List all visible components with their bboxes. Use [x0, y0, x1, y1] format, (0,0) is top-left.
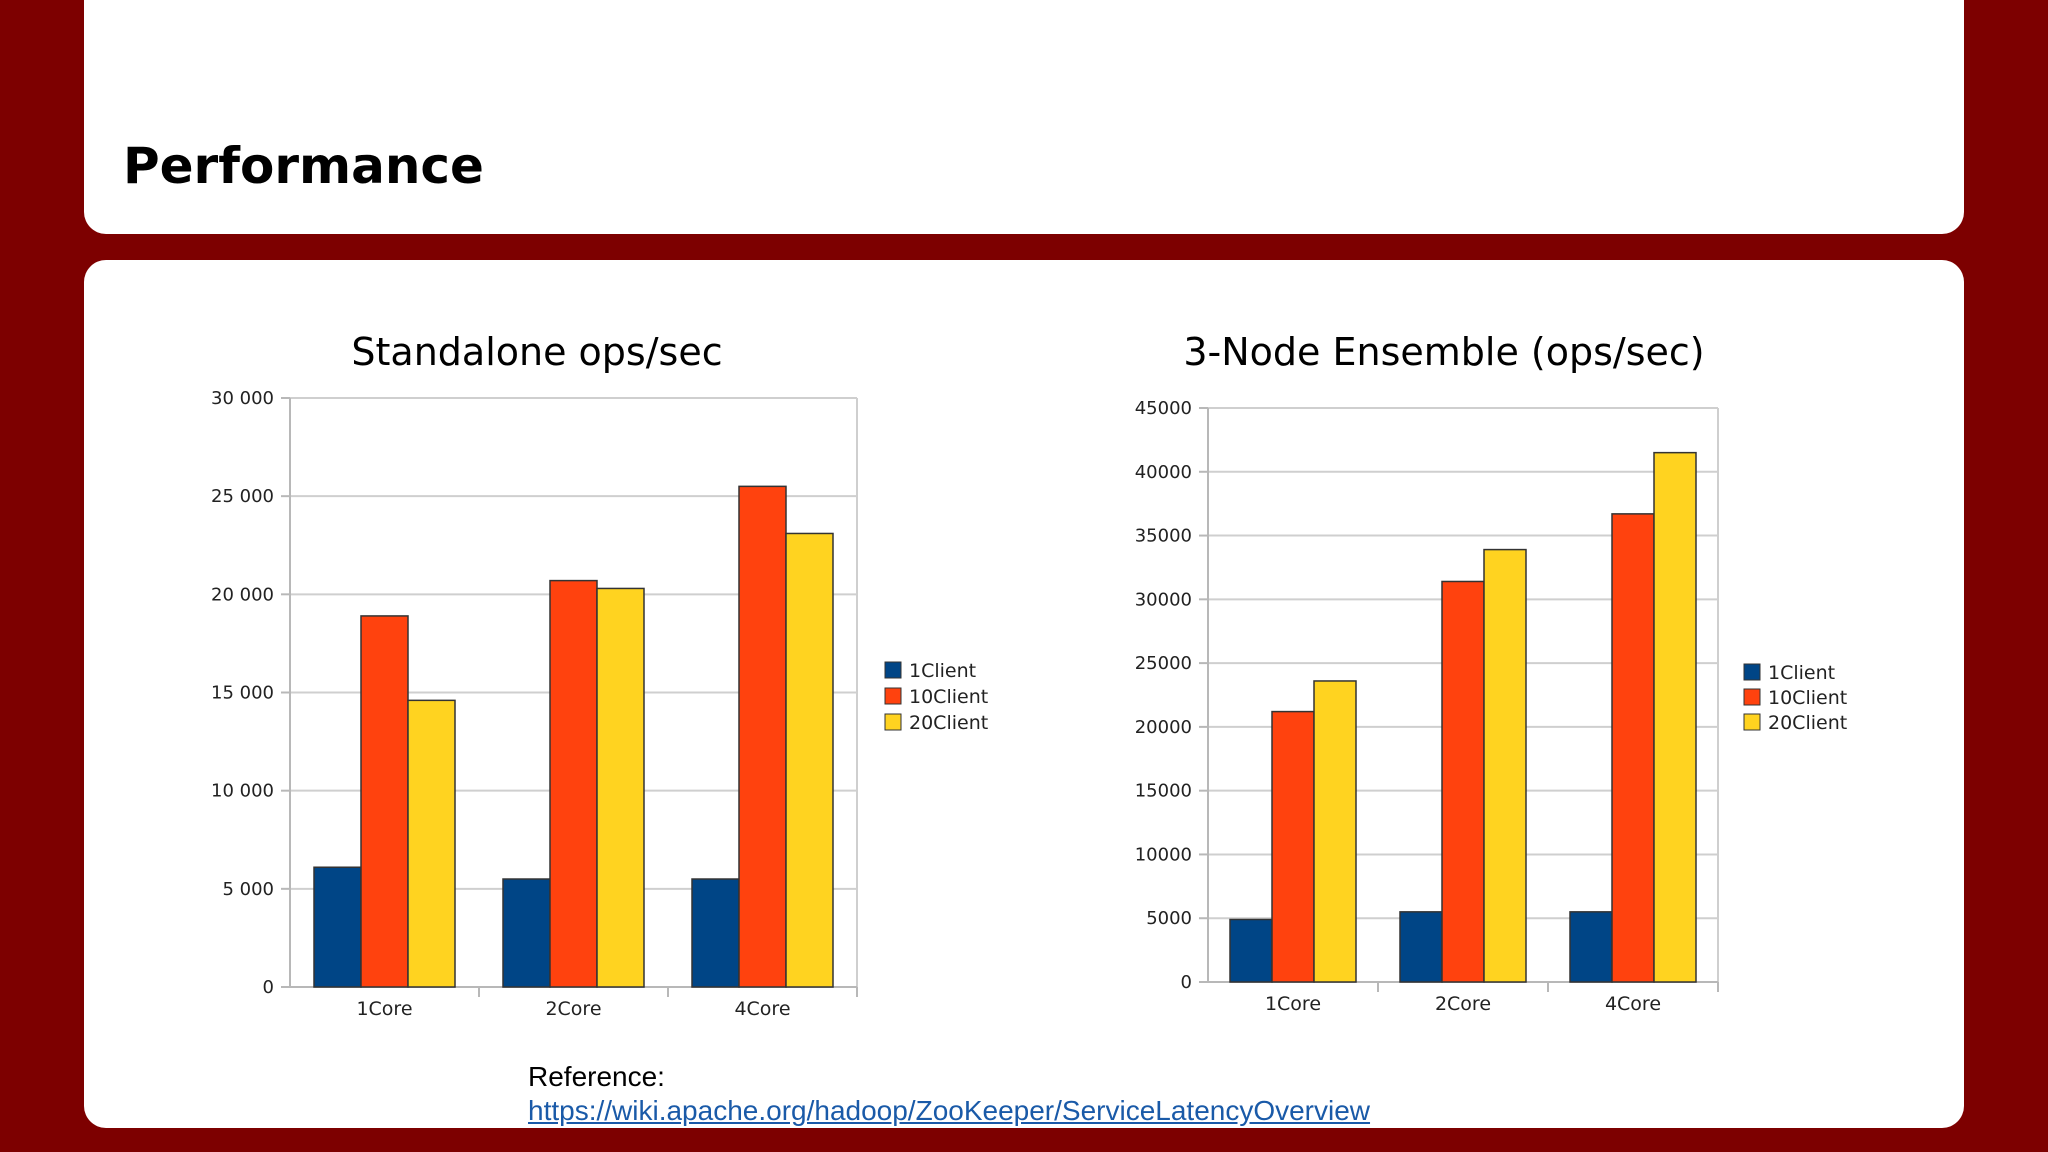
reference-link[interactable]: https://wiki.apache.org/hadoop/ZooKeeper… [528, 1095, 1371, 1126]
standalone-y-tick-label: 15 000 [211, 683, 274, 704]
ensemble-y-tick-label: 25000 [1135, 653, 1192, 674]
standalone-legend-label: 20Client [909, 712, 988, 734]
ensemble-legend-swatch [1743, 688, 1761, 706]
standalone-bar-10client-4core [738, 485, 787, 988]
ensemble-chart-title: 3-Node Ensemble (ops/sec) [1183, 330, 1704, 374]
ensemble-x-tick-label: 4Core [1605, 993, 1661, 1015]
ensemble-legend-label: 20Client [1768, 712, 1847, 734]
standalone-y-tick-label: 0 [263, 977, 274, 998]
reference: Reference: https://wiki.apache.org/hadoo… [528, 1060, 1370, 1128]
ensemble-bar-10client-1core [1271, 710, 1315, 983]
ensemble-bar-1client-1core [1229, 918, 1273, 983]
standalone-bar-20client-4core [785, 532, 834, 988]
standalone-x-tick-label: 1Core [356, 998, 412, 1020]
standalone-legend-swatch [884, 661, 902, 679]
standalone-x-tick-label: 2Core [545, 998, 601, 1020]
ensemble-bar-20client-1core [1313, 680, 1357, 983]
ensemble-y-tick-label: 20000 [1135, 717, 1192, 738]
standalone-bar-10client-1core [360, 615, 409, 988]
standalone-bar-20client-1core [407, 699, 456, 988]
ensemble-y-tick-label: 30000 [1135, 589, 1192, 610]
standalone-y-tick-label: 20 000 [211, 584, 274, 605]
ensemble-bar-1client-2core [1399, 911, 1443, 983]
ensemble-y-tick-label: 35000 [1135, 526, 1192, 547]
ensemble-legend-label: 1Client [1768, 662, 1835, 684]
standalone-y-tick-label: 5 000 [222, 879, 274, 900]
ensemble-y-tick-label: 10000 [1135, 844, 1192, 865]
standalone-legend-label: 1Client [909, 660, 976, 682]
ensemble-legend-label: 10Client [1768, 687, 1847, 709]
ensemble-y-tick-label: 45000 [1135, 398, 1192, 419]
standalone-bar-20client-2core [596, 587, 645, 988]
ensemble-y-tick-label: 0 [1181, 972, 1192, 993]
standalone-bar-1client-2core [502, 878, 551, 988]
standalone-bar-1client-1core [313, 866, 362, 988]
page-title: Performance [123, 137, 484, 195]
standalone-y-tick-label: 25 000 [211, 486, 274, 507]
ensemble-x-tick-label: 1Core [1265, 993, 1321, 1015]
ensemble-y-tick-label: 15000 [1135, 781, 1192, 802]
title-panel [84, 0, 1964, 234]
standalone-legend-swatch [884, 687, 902, 705]
ensemble-y-tick-label: 5000 [1146, 908, 1192, 929]
standalone-bar-1client-4core [691, 878, 740, 988]
ensemble-bar-20client-4core [1653, 451, 1697, 983]
standalone-x-tick-label: 4Core [734, 998, 790, 1020]
ensemble-bar-1client-4core [1569, 911, 1613, 983]
ensemble-bar-20client-2core [1483, 548, 1527, 983]
ensemble-legend-swatch [1743, 663, 1761, 681]
standalone-bar-10client-2core [549, 579, 598, 988]
reference-label: Reference: [528, 1061, 665, 1092]
ensemble-legend-swatch [1743, 713, 1761, 731]
ensemble-bar-10client-4core [1611, 513, 1655, 983]
ensemble-y-tick-label: 40000 [1135, 462, 1192, 483]
standalone-chart-title: Standalone ops/sec [351, 330, 722, 374]
ensemble-x-tick-label: 2Core [1435, 993, 1491, 1015]
standalone-legend-swatch [884, 713, 902, 731]
standalone-y-tick-label: 30 000 [211, 388, 274, 409]
standalone-legend-label: 10Client [909, 686, 988, 708]
ensemble-bar-10client-2core [1441, 580, 1485, 983]
standalone-y-tick-label: 10 000 [211, 781, 274, 802]
